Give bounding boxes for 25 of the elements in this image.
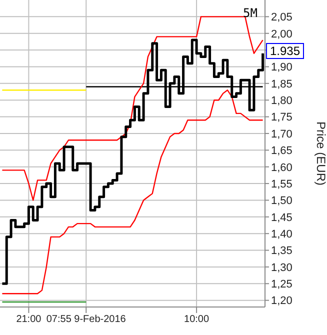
annotation: 5M [243,6,258,20]
x-tick-label: 10:00 [184,314,210,326]
x-tick-label: 07:55 9-Feb-2016 [46,314,126,326]
y-tick-label: 1,25 [271,278,292,291]
y-tick-label: 2,05 [271,12,292,24]
line-series [2,16,264,201]
x-tick-label: 21:00 [16,314,42,326]
y-tick-label: 1,75 [271,112,292,124]
y-tick-label: 1,45 [271,212,292,224]
y-tick-label: 1,40 [271,228,292,240]
y-tick-label: 1,65 [271,145,292,158]
y-tick-label: 1,50 [271,195,292,208]
y-tick-label: 1,30 [271,262,292,274]
line-series [2,90,264,294]
y-tick-label: 1,85 [271,78,292,90]
y-tick-label: 1,70 [271,128,292,140]
y-tick-label: 1,20 [271,295,292,308]
y-tick-label: 1,80 [271,95,292,108]
y-tick-label: 1,55 [271,178,292,190]
y-tick-label: 1,60 [271,162,292,174]
y-tick-label: 1,90 [271,62,292,74]
y-tick-label: 2,00 [271,28,292,40]
text: 1.935 [266,43,304,60]
y-axis-title: Price (EUR) [314,121,327,186]
y-tick-label: 1,35 [271,245,292,258]
